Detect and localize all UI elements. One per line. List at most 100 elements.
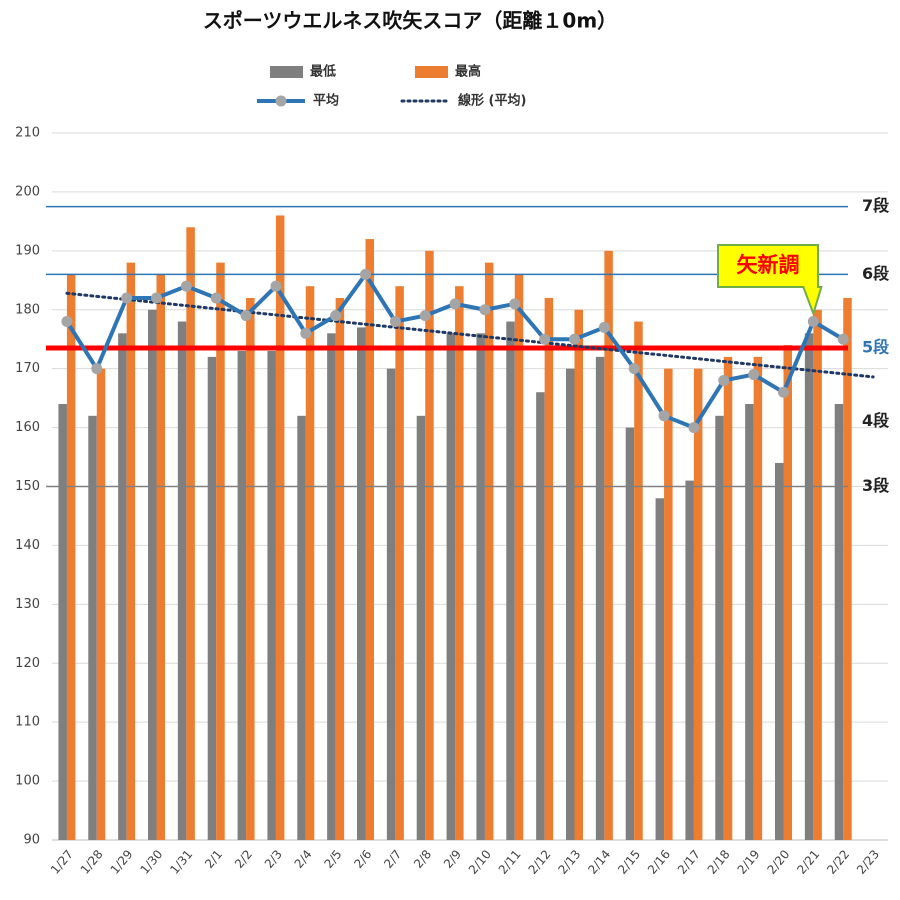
line-marker (300, 327, 312, 339)
bar (536, 392, 545, 840)
line-marker (360, 268, 371, 280)
bar (305, 286, 315, 840)
line-marker (778, 386, 789, 398)
reference-label: 3段 (862, 476, 890, 495)
annotation-text: 矢新調 (737, 253, 800, 277)
line-marker (449, 298, 461, 310)
bar (655, 498, 665, 840)
legend-label: 最低 (310, 64, 336, 80)
line-marker (389, 316, 401, 328)
bar (775, 462, 784, 840)
line-marker (539, 333, 551, 345)
bar (634, 321, 643, 840)
reference-label: 6段 (862, 264, 890, 283)
bar (395, 286, 404, 840)
legend-label: 線形 (平均) (458, 93, 526, 109)
bar (357, 327, 366, 840)
y-tick-label: 160 (15, 420, 40, 435)
bar (446, 333, 456, 840)
bar (275, 215, 285, 840)
bar (327, 333, 336, 840)
bar (604, 250, 613, 841)
bar (685, 480, 694, 840)
reference-label: 7段 (862, 196, 890, 215)
line-marker (151, 292, 162, 304)
legend-swatch (270, 66, 303, 78)
bar (425, 250, 434, 841)
trend-line (65, 291, 875, 379)
y-tick-label: 90 (23, 833, 40, 848)
bar (246, 297, 255, 840)
bar (126, 262, 136, 840)
reference-label: 5段 (862, 338, 890, 357)
bar (843, 297, 852, 840)
y-tick-label: 110 (15, 715, 40, 730)
line-marker (628, 363, 640, 375)
y-tick-label: 150 (15, 479, 40, 494)
bar (664, 368, 673, 840)
line-marker (658, 410, 670, 422)
legend-label: 最高 (455, 64, 481, 80)
bar (148, 309, 157, 840)
bar (514, 274, 524, 840)
line-marker (688, 422, 700, 434)
bar (813, 309, 822, 840)
line-marker (748, 369, 760, 381)
y-tick-label: 120 (15, 656, 40, 671)
line-marker (121, 292, 133, 304)
bar (804, 333, 814, 840)
y-tick-label: 180 (15, 302, 40, 317)
line-marker (240, 310, 252, 322)
bar (745, 404, 754, 840)
bar (574, 309, 583, 840)
y-tick-label: 170 (15, 361, 40, 376)
line-marker (569, 333, 580, 345)
bar (177, 321, 187, 840)
line-marker (479, 304, 491, 316)
y-tick-label: 140 (15, 538, 40, 553)
bar (216, 262, 225, 840)
bar (595, 356, 605, 840)
y-tick-label: 200 (15, 184, 40, 199)
bar (416, 415, 426, 840)
y-tick-label: 190 (15, 243, 40, 258)
legend-marker (275, 95, 287, 107)
bar (715, 415, 724, 840)
y-tick-label: 130 (15, 597, 40, 612)
bar (156, 274, 165, 840)
line-marker (270, 280, 282, 292)
bar (455, 286, 464, 840)
bar (625, 427, 635, 840)
line-marker (509, 298, 521, 310)
line-marker (210, 292, 222, 304)
line-marker (419, 310, 431, 322)
bar (834, 404, 844, 840)
line-marker (598, 321, 610, 333)
bar (723, 356, 733, 840)
bar (386, 368, 396, 840)
bar (267, 350, 276, 840)
line-marker (180, 280, 192, 292)
bar (297, 415, 306, 840)
line-marker (61, 316, 73, 328)
line-marker (330, 310, 342, 322)
legend-swatch (415, 66, 448, 78)
bar (207, 356, 217, 840)
y-tick-label: 210 (15, 126, 40, 141)
bar (88, 415, 97, 840)
bar (186, 227, 195, 840)
bar (118, 333, 127, 840)
bar (783, 345, 792, 840)
bar (365, 239, 374, 841)
bar (544, 297, 554, 840)
bar (58, 404, 67, 840)
bar (476, 333, 485, 840)
line-marker (91, 363, 103, 375)
bar (484, 262, 494, 840)
bar (566, 368, 575, 840)
line-marker (807, 316, 819, 328)
bar (335, 297, 345, 840)
bar (66, 274, 76, 840)
y-tick-label: 100 (15, 774, 40, 789)
